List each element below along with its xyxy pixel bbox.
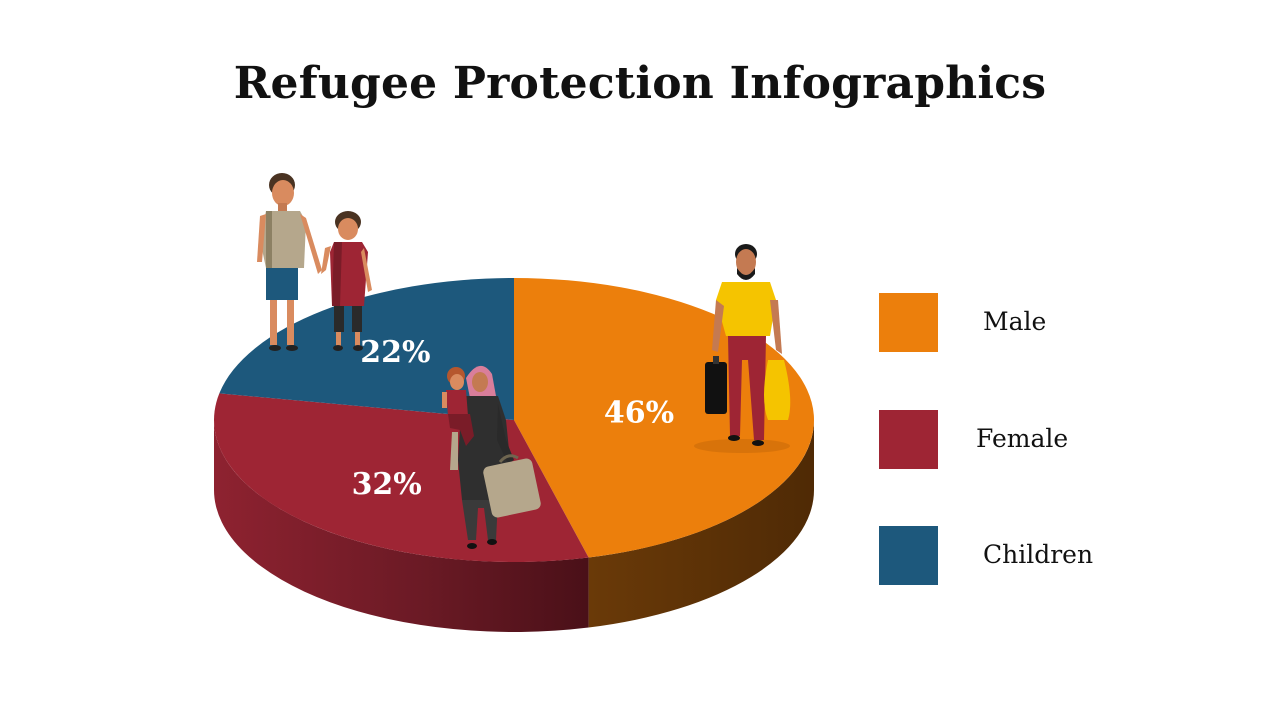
pie-sides: [214, 420, 814, 632]
man-with-luggage-figure: [694, 244, 791, 453]
legend-label-female: Female: [976, 424, 1069, 453]
legend-swatch-male: [879, 293, 938, 352]
legend-swatch-children: [879, 526, 938, 585]
legend-item-male: Male: [879, 293, 1209, 353]
legend-swatch-female: [879, 410, 938, 469]
legend-label-male: Male: [983, 307, 1047, 336]
legend-item-children: Children: [879, 526, 1209, 586]
pie-slice-children: [219, 278, 514, 420]
chart-title: Refugee Protection Infographics: [233, 58, 1047, 109]
pie-labels: 46% 32% 22%: [352, 335, 675, 502]
pie-side-male: [588, 420, 814, 628]
pie-label-male: 46%: [604, 396, 674, 431]
child-girl-figure: [321, 211, 372, 351]
pie-label-female: 32%: [352, 467, 422, 502]
legend-item-female: Female: [879, 410, 1209, 470]
pie-label-children: 22%: [360, 335, 430, 370]
woman-with-child-figure: [442, 365, 541, 549]
child-boy-figure: [257, 173, 322, 351]
pie-side-female: [214, 420, 589, 632]
legend-label-children: Children: [983, 540, 1094, 569]
